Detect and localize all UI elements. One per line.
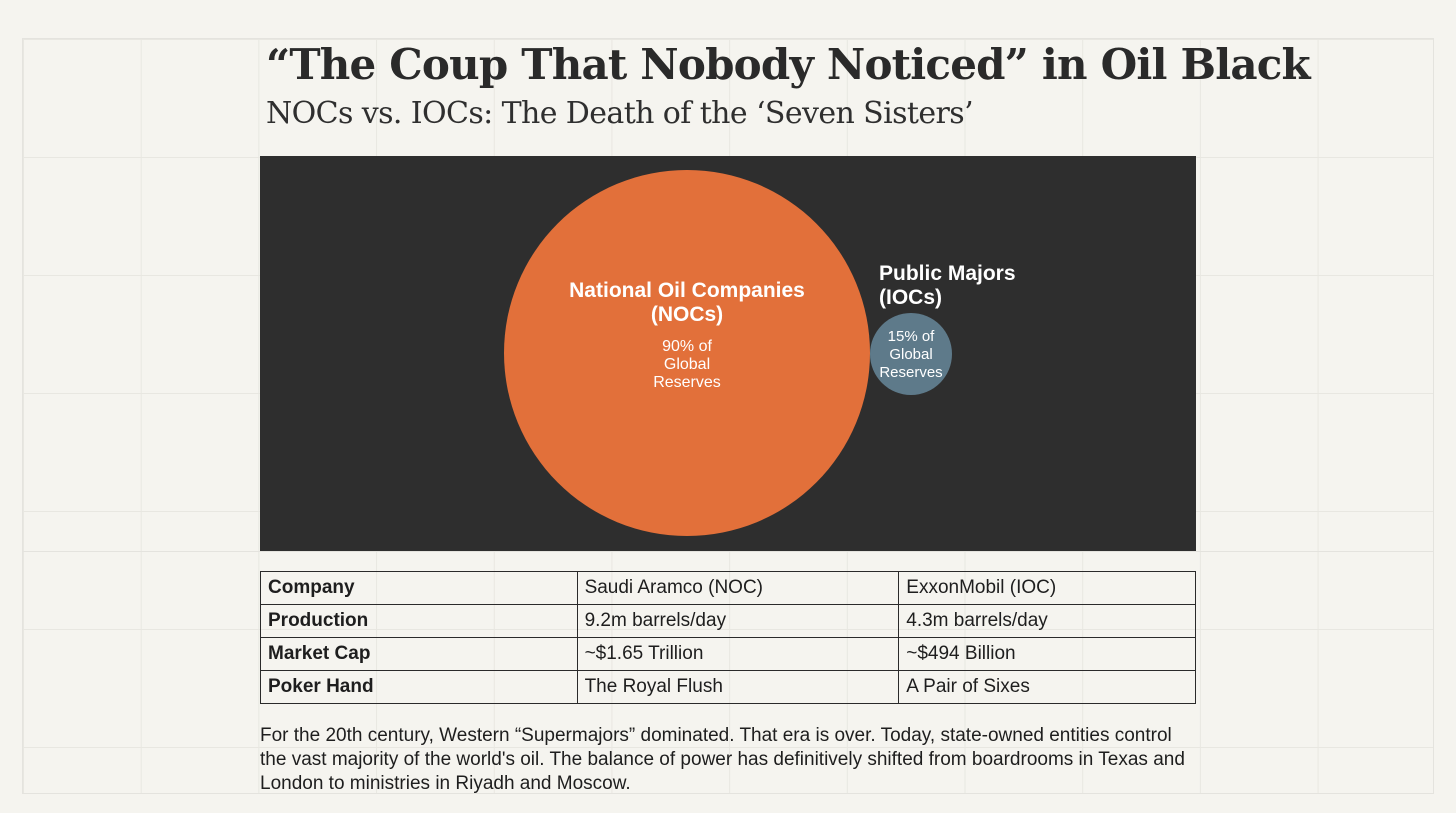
noc-value-line1: 90% of [662, 338, 712, 355]
page-subtitle: NOCs vs. IOCs: The Death of the ‘Seven S… [266, 96, 974, 131]
ioc-value-line3: Reserves [879, 364, 942, 381]
table-row: Poker Hand The Royal Flush A Pair of Six… [260, 670, 1196, 704]
table-cell: ~$1.65 Trillion [576, 637, 900, 671]
table-cell: A Pair of Sixes [898, 670, 1196, 704]
body-paragraph: For the 20th century, Western “Supermajo… [260, 725, 1185, 794]
noc-label-line2: (NOCs) [651, 303, 723, 326]
noc-label-line1: National Oil Companies [569, 279, 805, 302]
table-cell: Saudi Aramco (NOC) [576, 571, 900, 605]
row-header-cell: Production [260, 604, 578, 638]
table-cell: ~$494 Billion [898, 637, 1196, 671]
ioc-value-line1: 15% of [888, 328, 936, 345]
table-cell: ExxonMobil (IOC) [898, 571, 1196, 605]
table-row: Company Saudi Aramco (NOC) ExxonMobil (I… [260, 571, 1196, 605]
table-cell: 4.3m barrels/day [898, 604, 1196, 638]
table-row: Production 9.2m barrels/day 4.3m barrels… [260, 604, 1196, 638]
row-header-cell: Market Cap [260, 637, 578, 671]
table-cell: 9.2m barrels/day [576, 604, 900, 638]
ioc-label-line1: Public Majors [879, 262, 1016, 285]
row-header-cell: Poker Hand [260, 670, 578, 704]
noc-value-line2: Global [664, 356, 710, 373]
ioc-value-line2: Global [889, 346, 932, 363]
table-cell: The Royal Flush [576, 670, 900, 704]
noc-circle [504, 170, 870, 536]
ioc-label-line2: (IOCs) [879, 286, 942, 309]
comparison-table: Company Saudi Aramco (NOC) ExxonMobil (I… [260, 571, 1196, 704]
bubble-diagram: National Oil Companies (NOCs) 90% of Glo… [504, 170, 1016, 536]
page-title: “The Coup That Nobody Noticed” in Oil Bl… [266, 40, 1311, 89]
bubble-diagram-panel: National Oil Companies (NOCs) 90% of Glo… [260, 156, 1196, 551]
ioc-circle [870, 313, 952, 395]
noc-value-line3: Reserves [653, 374, 721, 391]
row-header-cell: Company [260, 571, 578, 605]
table-row: Market Cap ~$1.65 Trillion ~$494 Billion [260, 637, 1196, 671]
